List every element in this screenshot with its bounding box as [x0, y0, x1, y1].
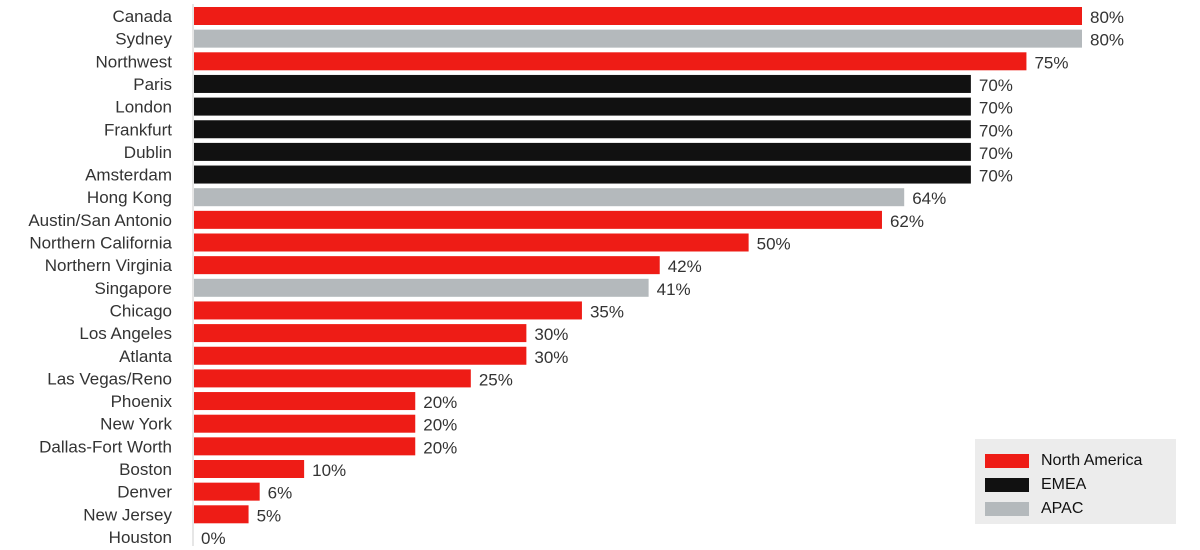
- value-label-denver: 6%: [268, 484, 293, 503]
- bar-phoenix: [194, 392, 416, 411]
- value-label-los-angeles: 30%: [534, 325, 568, 344]
- category-label-chicago: Chicago: [110, 301, 172, 320]
- category-label-houston: Houston: [109, 528, 172, 547]
- value-label-amsterdam: 70%: [979, 167, 1013, 186]
- value-label-atlanta: 30%: [534, 348, 568, 367]
- value-labels-group: 80% 80% 75% 70% 70% 70% 70% 70% 64% 62% 50% 42% 41% 3…: [201, 8, 1124, 548]
- bars-group: [194, 7, 1082, 524]
- category-label-austin-san-antonio: Austin/San Antonio: [28, 211, 172, 230]
- category-label-denver: Denver: [117, 483, 172, 502]
- bar-chicago: [194, 301, 582, 320]
- value-label-singapore: 41%: [657, 280, 691, 299]
- category-label-dallas-fort-worth: Dallas-Fort Worth: [39, 437, 172, 456]
- bar-canada: [194, 7, 1082, 25]
- category-label-new-jersey: New Jersey: [83, 505, 172, 524]
- category-label-new-york: New York: [100, 415, 172, 434]
- value-label-frankfurt: 70%: [979, 121, 1013, 140]
- bar-new-york: [194, 414, 416, 433]
- category-label-canada: Canada: [112, 7, 172, 26]
- bar-northwest: [194, 52, 1027, 71]
- value-label-dublin: 70%: [979, 144, 1013, 163]
- category-label-los-angeles: Los Angeles: [79, 324, 172, 343]
- category-label-dublin: Dublin: [124, 143, 172, 162]
- legend-label-apac: APAC: [1041, 500, 1084, 517]
- value-label-sydney: 80%: [1090, 31, 1124, 50]
- value-label-las-vegas-reno: 25%: [479, 370, 513, 389]
- bar-frankfurt: [194, 120, 971, 139]
- value-label-paris: 70%: [979, 76, 1013, 95]
- bar-las-vegas-reno: [194, 369, 471, 388]
- category-label-paris: Paris: [133, 75, 172, 94]
- legend-swatch-north-america: [985, 454, 1029, 468]
- bar-sydney: [194, 29, 1082, 48]
- bar-singapore: [194, 278, 649, 297]
- bar-northern-california: [194, 233, 749, 252]
- value-label-boston: 10%: [312, 461, 346, 480]
- legend-item-north-america: North America: [985, 449, 1176, 473]
- value-label-dallas-fort-worth: 20%: [423, 438, 457, 457]
- category-labels-group: Canada Sydney Northwest Paris London Frankfur…: [28, 7, 172, 547]
- legend-item-apac: APAC: [985, 497, 1176, 521]
- bar-new-jersey: [194, 505, 249, 524]
- value-label-canada: 80%: [1090, 8, 1124, 27]
- category-label-hong-kong: Hong Kong: [87, 188, 172, 207]
- bar-hong-kong: [194, 188, 905, 207]
- category-label-amsterdam: Amsterdam: [85, 166, 172, 185]
- category-label-northern-california: Northern California: [29, 234, 172, 253]
- category-label-sydney: Sydney: [115, 30, 172, 49]
- bar-dallas-fort-worth: [194, 437, 416, 456]
- bar-austin-san-antonio: [194, 210, 882, 229]
- value-label-london: 70%: [979, 99, 1013, 118]
- bar-los-angeles: [194, 324, 527, 343]
- legend: North America EMEA APAC: [975, 439, 1176, 524]
- value-label-new-jersey: 5%: [257, 506, 282, 525]
- bar-paris: [194, 74, 971, 93]
- bar-denver: [194, 482, 260, 501]
- bar-london: [194, 97, 971, 116]
- category-label-northwest: Northwest: [95, 52, 172, 71]
- bar-boston: [194, 460, 305, 478]
- category-label-london: London: [115, 98, 172, 117]
- value-label-houston: 0%: [201, 529, 226, 548]
- bar-atlanta: [194, 346, 527, 365]
- category-label-boston: Boston: [119, 460, 172, 479]
- legend-swatch-apac: [985, 502, 1029, 516]
- bar-northern-virginia: [194, 256, 660, 275]
- category-label-frankfurt: Frankfurt: [104, 120, 172, 139]
- bar-dublin: [194, 142, 971, 161]
- category-label-northern-virginia: Northern Virginia: [45, 256, 173, 275]
- value-label-phoenix: 20%: [423, 393, 457, 412]
- value-label-chicago: 35%: [590, 302, 624, 321]
- legend-item-emea: EMEA: [985, 473, 1176, 497]
- value-label-northern-virginia: 42%: [668, 257, 702, 276]
- category-label-phoenix: Phoenix: [111, 392, 173, 411]
- value-label-austin-san-antonio: 62%: [890, 212, 924, 231]
- category-label-singapore: Singapore: [94, 279, 172, 298]
- bar-amsterdam: [194, 165, 971, 184]
- category-label-atlanta: Atlanta: [119, 347, 172, 366]
- value-label-new-york: 20%: [423, 416, 457, 435]
- value-label-northwest: 75%: [1034, 53, 1068, 72]
- legend-label-emea: EMEA: [1041, 476, 1087, 493]
- legend-swatch-emea: [985, 478, 1029, 492]
- legend-label-north-america: North America: [1041, 452, 1143, 469]
- value-label-northern-california: 50%: [757, 235, 791, 254]
- value-label-hong-kong: 64%: [912, 189, 946, 208]
- category-label-las-vegas-reno: Las Vegas/Reno: [47, 369, 172, 388]
